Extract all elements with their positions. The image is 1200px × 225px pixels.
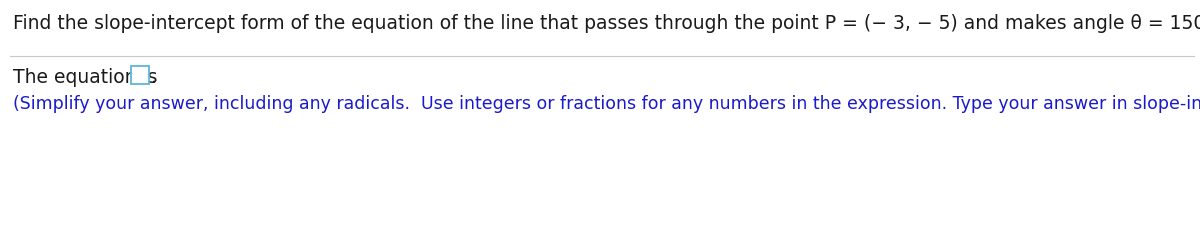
Text: Find the slope-intercept form of the equation of the line that passes through th: Find the slope-intercept form of the equ… [13, 14, 1200, 33]
Text: .: . [151, 68, 157, 87]
Text: The equation is: The equation is [13, 68, 163, 87]
FancyBboxPatch shape [131, 67, 149, 85]
Text: (Simplify your answer, including any radicals.  Use integers or fractions for an: (Simplify your answer, including any rad… [13, 94, 1200, 112]
